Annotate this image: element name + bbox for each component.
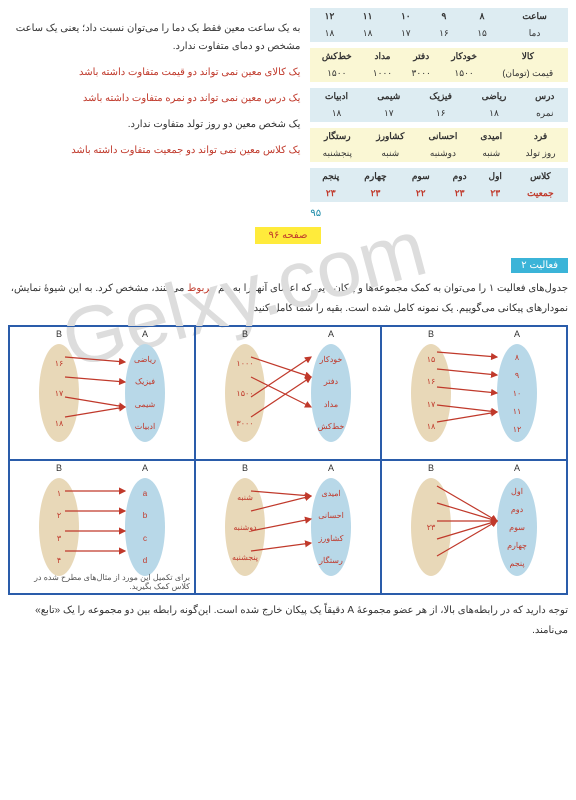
activity-label: فعالیت ۲ [511,258,568,273]
body-text-2: توجه دارید که در رابطه‌های بالا، از هر ع… [8,601,568,641]
text-5: یک کلاس معین نمی تواند دو جمعیت متفاوت د… [9,142,300,160]
text-3: یک درس معین نمی تواند دو نمره متفاوت داش… [9,90,300,108]
cell-5: AB امیدیاحسانیکشاورزرستگارشنبهدوشنبهپنجش… [195,460,381,594]
cell-4: AB اولدومسومچهارمپنجم۲۳ [381,460,567,594]
table-birthday: فردامیدیاحسانیکشاورزرستگارروز تولدشنبهدو… [310,128,568,162]
page-box: صفحه ۹۶ [255,227,322,244]
cell-3: AB ریاضیفیزیکشیمیادبیات۱۶۱۷۱۸ [9,326,195,460]
texts-col: به یک ساعت معین فقط یک دما را می‌توان نس… [9,8,300,219]
cell-2: AB خودکاردفترمدادخط‌کش۱۰۰۰۱۵۰۰۳۰۰۰ [195,326,381,460]
diagrams-grid: AB ۸۹۱۰۱۱۱۲۱۵۱۶۱۷۱۸ AB خودکاردفترمدادخط‌… [8,325,568,595]
text-1: به یک ساعت معین فقط یک دما را می‌توان نس… [9,20,300,56]
cell-1: AB ۸۹۱۰۱۱۱۲۱۵۱۶۱۷۱۸ [381,326,567,460]
table-grade: درسریاضیفیزیکشیمیادبیاتنمره۱۸۱۶۱۷۱۸ [310,88,568,122]
table-time-temp: ساعت۸۹۱۰۱۱۱۲دما۱۵۱۶۱۷۱۸۱۸ [310,8,568,42]
top-section: ساعت۸۹۱۰۱۱۱۲دما۱۵۱۶۱۷۱۸۱۸ کالاخودکاردفتر… [8,8,568,219]
cell-6: AB abcd۱۲۳۴ برای تکمیل این مورد از مثال‌… [9,460,195,594]
table-class: کلاساولدومسومچهارمپنجمجمعیت۲۳۲۳۲۲۲۳۲۳ [310,168,568,202]
note: برای تکمیل این مورد از مثال‌های مطرح شده… [14,573,190,591]
text-4: یک شخص معین دو روز تولد متفاوت ندارد. [9,116,300,134]
table-price: کالاخودکاردفترمدادخط‌کشقیمت (تومان)۱۵۰۰۳… [310,48,568,82]
body-text-1: جدول‌های فعالیت ۱ را می‌توان به کمک مجمو… [8,279,568,319]
text-2: یک کالای معین نمی تواند دو قیمت متفاوت د… [9,64,300,82]
tables-col: ساعت۸۹۱۰۱۱۱۲دما۱۵۱۶۱۷۱۸۱۸ کالاخودکاردفتر… [310,8,568,219]
page-number: ۹۵ [310,208,568,219]
